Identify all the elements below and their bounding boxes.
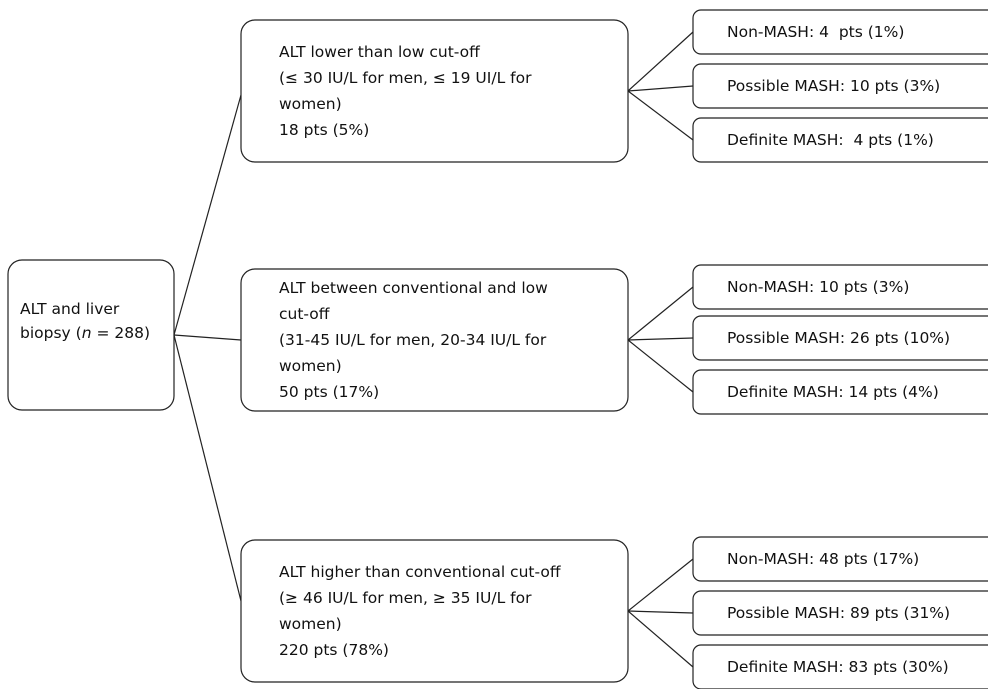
outcome-box bbox=[692, 264, 988, 310]
root-text-part: = 288) bbox=[92, 324, 150, 342]
root-text-part: ALT and liver bbox=[20, 300, 120, 318]
root-text-part: n bbox=[82, 324, 92, 342]
root-text-part: biopsy ( bbox=[20, 324, 82, 342]
connector bbox=[627, 558, 694, 612]
root-text: ALT and liver bbox=[20, 300, 120, 318]
connector bbox=[627, 85, 694, 92]
outcome-box bbox=[692, 9, 988, 55]
branch-text: (31-45 IU/L for men, 20-34 IU/L for bbox=[279, 331, 547, 349]
connector bbox=[627, 337, 694, 341]
connector bbox=[627, 339, 694, 393]
connector bbox=[627, 90, 694, 141]
outcome-text: Non-MASH: 4 pts (1%) bbox=[727, 23, 904, 41]
outcome-text: Definite MASH: 14 pts (4%) bbox=[727, 383, 939, 401]
branch-text: (≥ 46 IU/L for men, ≥ 35 IU/L for bbox=[279, 589, 532, 607]
outcome-text: Definite MASH: 83 pts (30%) bbox=[727, 658, 949, 676]
outcome-box bbox=[692, 315, 988, 361]
outcome-box bbox=[692, 590, 988, 636]
connector bbox=[173, 334, 242, 602]
branch-text: cut-off bbox=[279, 305, 330, 323]
outcome-text: Non-MASH: 48 pts (17%) bbox=[727, 550, 919, 568]
outcome-text: Definite MASH: 4 pts (1%) bbox=[727, 131, 934, 149]
outcome-text: Possible MASH: 89 pts (31%) bbox=[727, 604, 950, 622]
outcome-text: Possible MASH: 26 pts (10%) bbox=[727, 329, 950, 347]
outcome-box bbox=[692, 117, 988, 163]
connector bbox=[627, 610, 694, 614]
connector bbox=[627, 286, 694, 341]
outcome-box bbox=[692, 63, 988, 109]
connector bbox=[627, 31, 694, 92]
outcome-text: Non-MASH: 10 pts (3%) bbox=[727, 278, 909, 296]
branch-text: women) bbox=[279, 95, 342, 113]
branch-text: 220 pts (78%) bbox=[279, 641, 389, 659]
connector bbox=[627, 610, 694, 668]
branch-text: women) bbox=[279, 615, 342, 633]
connector bbox=[173, 94, 242, 336]
outcome-box bbox=[692, 369, 988, 415]
branch-box bbox=[240, 19, 629, 163]
branch-text: (≤ 30 IU/L for men, ≤ 19 UI/L for bbox=[279, 69, 532, 87]
outcome-box bbox=[692, 536, 988, 582]
branch-text: ALT between conventional and low bbox=[279, 279, 548, 297]
outcome-box bbox=[692, 644, 988, 689]
outcome-text: Possible MASH: 10 pts (3%) bbox=[727, 77, 940, 95]
branch-text: women) bbox=[279, 357, 342, 375]
branch-box bbox=[240, 539, 629, 683]
branch-text: ALT higher than conventional cut-off bbox=[279, 563, 561, 581]
branch-text: 18 pts (5%) bbox=[279, 121, 369, 139]
branch-text: ALT lower than low cut-off bbox=[279, 43, 480, 61]
branch-text: 50 pts (17%) bbox=[279, 383, 379, 401]
root-text: biopsy (n = 288) bbox=[20, 324, 150, 342]
connector bbox=[173, 334, 242, 341]
